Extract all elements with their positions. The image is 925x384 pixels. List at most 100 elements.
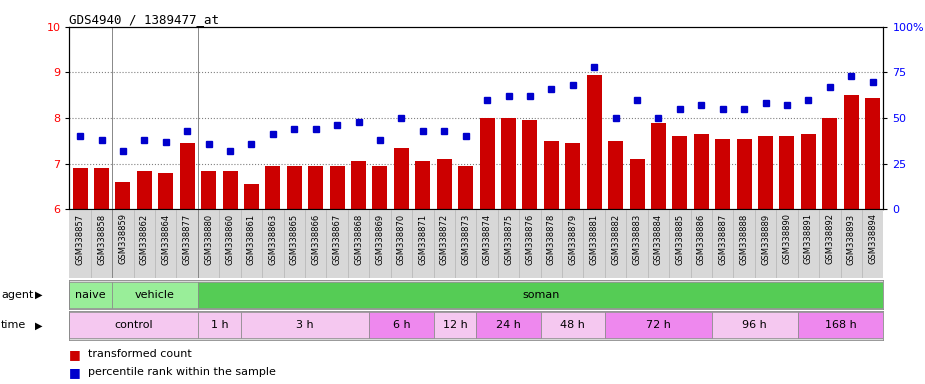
Text: GSM338884: GSM338884 xyxy=(654,214,663,265)
Bar xyxy=(415,161,430,209)
Text: vehicle: vehicle xyxy=(135,290,175,300)
Bar xyxy=(352,161,366,209)
Text: GSM338877: GSM338877 xyxy=(183,214,191,265)
Text: ■: ■ xyxy=(69,348,81,361)
Text: ▶: ▶ xyxy=(35,320,43,331)
Bar xyxy=(69,282,112,308)
Text: GSM338868: GSM338868 xyxy=(354,214,363,265)
Bar xyxy=(287,166,302,209)
Bar xyxy=(586,75,601,209)
Text: GSM338870: GSM338870 xyxy=(397,214,406,265)
Bar xyxy=(240,313,369,338)
Bar xyxy=(394,148,409,209)
Text: GSM338864: GSM338864 xyxy=(161,214,170,265)
Text: naive: naive xyxy=(76,290,106,300)
Text: 3 h: 3 h xyxy=(296,320,314,331)
Bar xyxy=(865,98,881,209)
Text: GSM338875: GSM338875 xyxy=(504,214,513,265)
Text: 72 h: 72 h xyxy=(646,320,671,331)
Text: GSM338885: GSM338885 xyxy=(675,214,684,265)
Text: GSM338865: GSM338865 xyxy=(290,214,299,265)
Bar xyxy=(501,118,516,209)
Text: GSM338882: GSM338882 xyxy=(611,214,620,265)
Bar xyxy=(198,282,883,308)
Bar xyxy=(265,166,280,209)
Bar xyxy=(608,141,623,209)
Text: GSM338893: GSM338893 xyxy=(846,214,856,265)
Text: 6 h: 6 h xyxy=(392,320,410,331)
Bar xyxy=(476,313,540,338)
Bar xyxy=(69,313,198,338)
Text: GSM338888: GSM338888 xyxy=(740,214,748,265)
Bar xyxy=(244,184,259,209)
Text: transformed count: transformed count xyxy=(88,349,191,359)
Bar xyxy=(112,282,198,308)
Bar xyxy=(308,166,323,209)
Bar xyxy=(198,313,240,338)
Bar xyxy=(201,170,216,209)
Bar xyxy=(797,313,883,338)
Text: GSM338891: GSM338891 xyxy=(804,214,813,265)
Bar xyxy=(672,136,687,209)
Text: GSM338889: GSM338889 xyxy=(761,214,770,265)
Text: GSM338894: GSM338894 xyxy=(869,214,877,265)
Bar xyxy=(758,136,773,209)
Bar xyxy=(801,134,816,209)
Text: control: control xyxy=(115,320,153,331)
Text: ▶: ▶ xyxy=(35,290,43,300)
Text: GSM338861: GSM338861 xyxy=(247,214,256,265)
Bar xyxy=(458,166,474,209)
Bar xyxy=(715,139,730,209)
Text: GSM338876: GSM338876 xyxy=(525,214,535,265)
Bar xyxy=(434,313,476,338)
Text: GSM338871: GSM338871 xyxy=(418,214,427,265)
Text: 48 h: 48 h xyxy=(561,320,586,331)
Text: GSM338862: GSM338862 xyxy=(140,214,149,265)
Bar xyxy=(479,118,495,209)
Text: time: time xyxy=(1,320,26,331)
Text: ■: ■ xyxy=(69,366,81,379)
Text: GSM338890: GSM338890 xyxy=(783,214,792,265)
Bar xyxy=(223,170,238,209)
Bar xyxy=(94,168,109,209)
Text: GDS4940 / 1389477_at: GDS4940 / 1389477_at xyxy=(69,13,219,26)
Text: GSM338860: GSM338860 xyxy=(226,214,235,265)
Bar xyxy=(605,313,712,338)
Text: GSM338866: GSM338866 xyxy=(311,214,320,265)
Text: GSM338883: GSM338883 xyxy=(633,214,642,265)
Text: percentile rank within the sample: percentile rank within the sample xyxy=(88,367,276,377)
Text: GSM338869: GSM338869 xyxy=(376,214,385,265)
Bar xyxy=(630,159,645,209)
Text: GSM338887: GSM338887 xyxy=(718,214,727,265)
Bar xyxy=(523,120,537,209)
Bar xyxy=(369,313,434,338)
Text: GSM338892: GSM338892 xyxy=(825,214,834,265)
Bar xyxy=(736,139,752,209)
Text: GSM338874: GSM338874 xyxy=(483,214,491,265)
Text: soman: soman xyxy=(522,290,560,300)
Text: 96 h: 96 h xyxy=(743,320,767,331)
Text: agent: agent xyxy=(1,290,33,300)
Text: GSM338881: GSM338881 xyxy=(590,214,598,265)
Bar xyxy=(544,141,559,209)
Text: GSM338857: GSM338857 xyxy=(76,214,84,265)
Bar xyxy=(437,159,451,209)
Bar xyxy=(712,313,797,338)
Text: GSM338879: GSM338879 xyxy=(568,214,577,265)
Bar xyxy=(844,95,858,209)
Text: 12 h: 12 h xyxy=(442,320,467,331)
Bar xyxy=(822,118,837,209)
Text: 168 h: 168 h xyxy=(825,320,857,331)
Bar xyxy=(780,136,795,209)
Bar xyxy=(373,166,388,209)
Text: GSM338878: GSM338878 xyxy=(547,214,556,265)
Text: GSM338859: GSM338859 xyxy=(118,214,128,265)
Bar xyxy=(694,134,709,209)
Text: 1 h: 1 h xyxy=(211,320,228,331)
Text: GSM338867: GSM338867 xyxy=(333,214,341,265)
Text: GSM338858: GSM338858 xyxy=(97,214,106,265)
Bar xyxy=(651,122,666,209)
Text: 24 h: 24 h xyxy=(496,320,521,331)
Text: GSM338873: GSM338873 xyxy=(462,214,470,265)
Text: GSM338863: GSM338863 xyxy=(268,214,278,265)
